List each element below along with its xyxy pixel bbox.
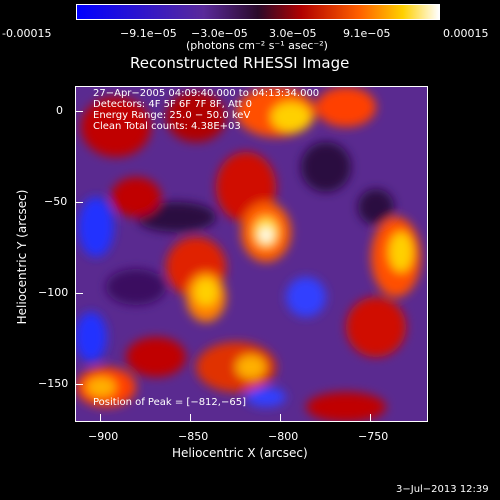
colorbar-tick-label: 3.0e−05 <box>269 27 317 40</box>
colorbar-tick-label: 0.00015 <box>443 27 489 40</box>
y-axis-label: Heliocentric Y (arcsec) <box>15 189 29 325</box>
rhessi-image <box>75 86 428 422</box>
colorbar-tick-label: 9.1e−05 <box>343 27 391 40</box>
y-tick-label: 0 <box>56 104 63 117</box>
x-tick-mark <box>280 414 281 422</box>
colorbar-units: (photons cm⁻² s⁻¹ asec⁻²) <box>186 39 328 52</box>
info-total-counts: Clean Total counts: 4.38E+03 <box>93 121 241 132</box>
y-tick-mark <box>75 293 83 294</box>
colorbar-tick-label: −3.0e−05 <box>191 27 248 40</box>
info-time-range: 27−Apr−2005 04:09:40.000 to 04:13:34.000 <box>93 88 320 99</box>
info-overlay: 27−Apr−2005 04:09:40.000 to 04:13:34.000… <box>93 88 319 132</box>
y-tick-mark <box>75 202 83 203</box>
x-tick-label: −850 <box>178 430 209 443</box>
colorbar-tick-label: −9.1e−05 <box>120 27 177 40</box>
x-tick-label: −800 <box>268 430 299 443</box>
x-tick-label: −750 <box>358 430 389 443</box>
colorbar-tick-label: -0.00015 <box>2 27 52 40</box>
timestamp: 3−Jul−2013 12:39 <box>396 484 489 495</box>
y-tick-mark <box>75 384 83 385</box>
y-tick-mark <box>75 111 83 112</box>
x-axis-label: Heliocentric X (arcsec) <box>172 446 308 460</box>
page-title: Reconstructed RHESSI Image <box>130 54 350 72</box>
y-tick-label: −50 <box>44 195 68 208</box>
peak-position: Position of Peak = [−812,−65] <box>93 397 246 408</box>
x-tick-label: −900 <box>88 430 119 443</box>
x-tick-mark <box>370 414 371 422</box>
info-detectors: Detectors: 4F 5F 6F 7F 8F, Att 0 <box>93 99 253 110</box>
x-tick-mark <box>100 414 101 422</box>
colorbar <box>76 4 440 20</box>
y-tick-label: −150 <box>38 377 69 390</box>
info-energy-range: Energy Range: 25.0 − 50.0 keV <box>93 110 251 121</box>
y-tick-label: −100 <box>38 286 69 299</box>
x-tick-mark <box>190 414 191 422</box>
